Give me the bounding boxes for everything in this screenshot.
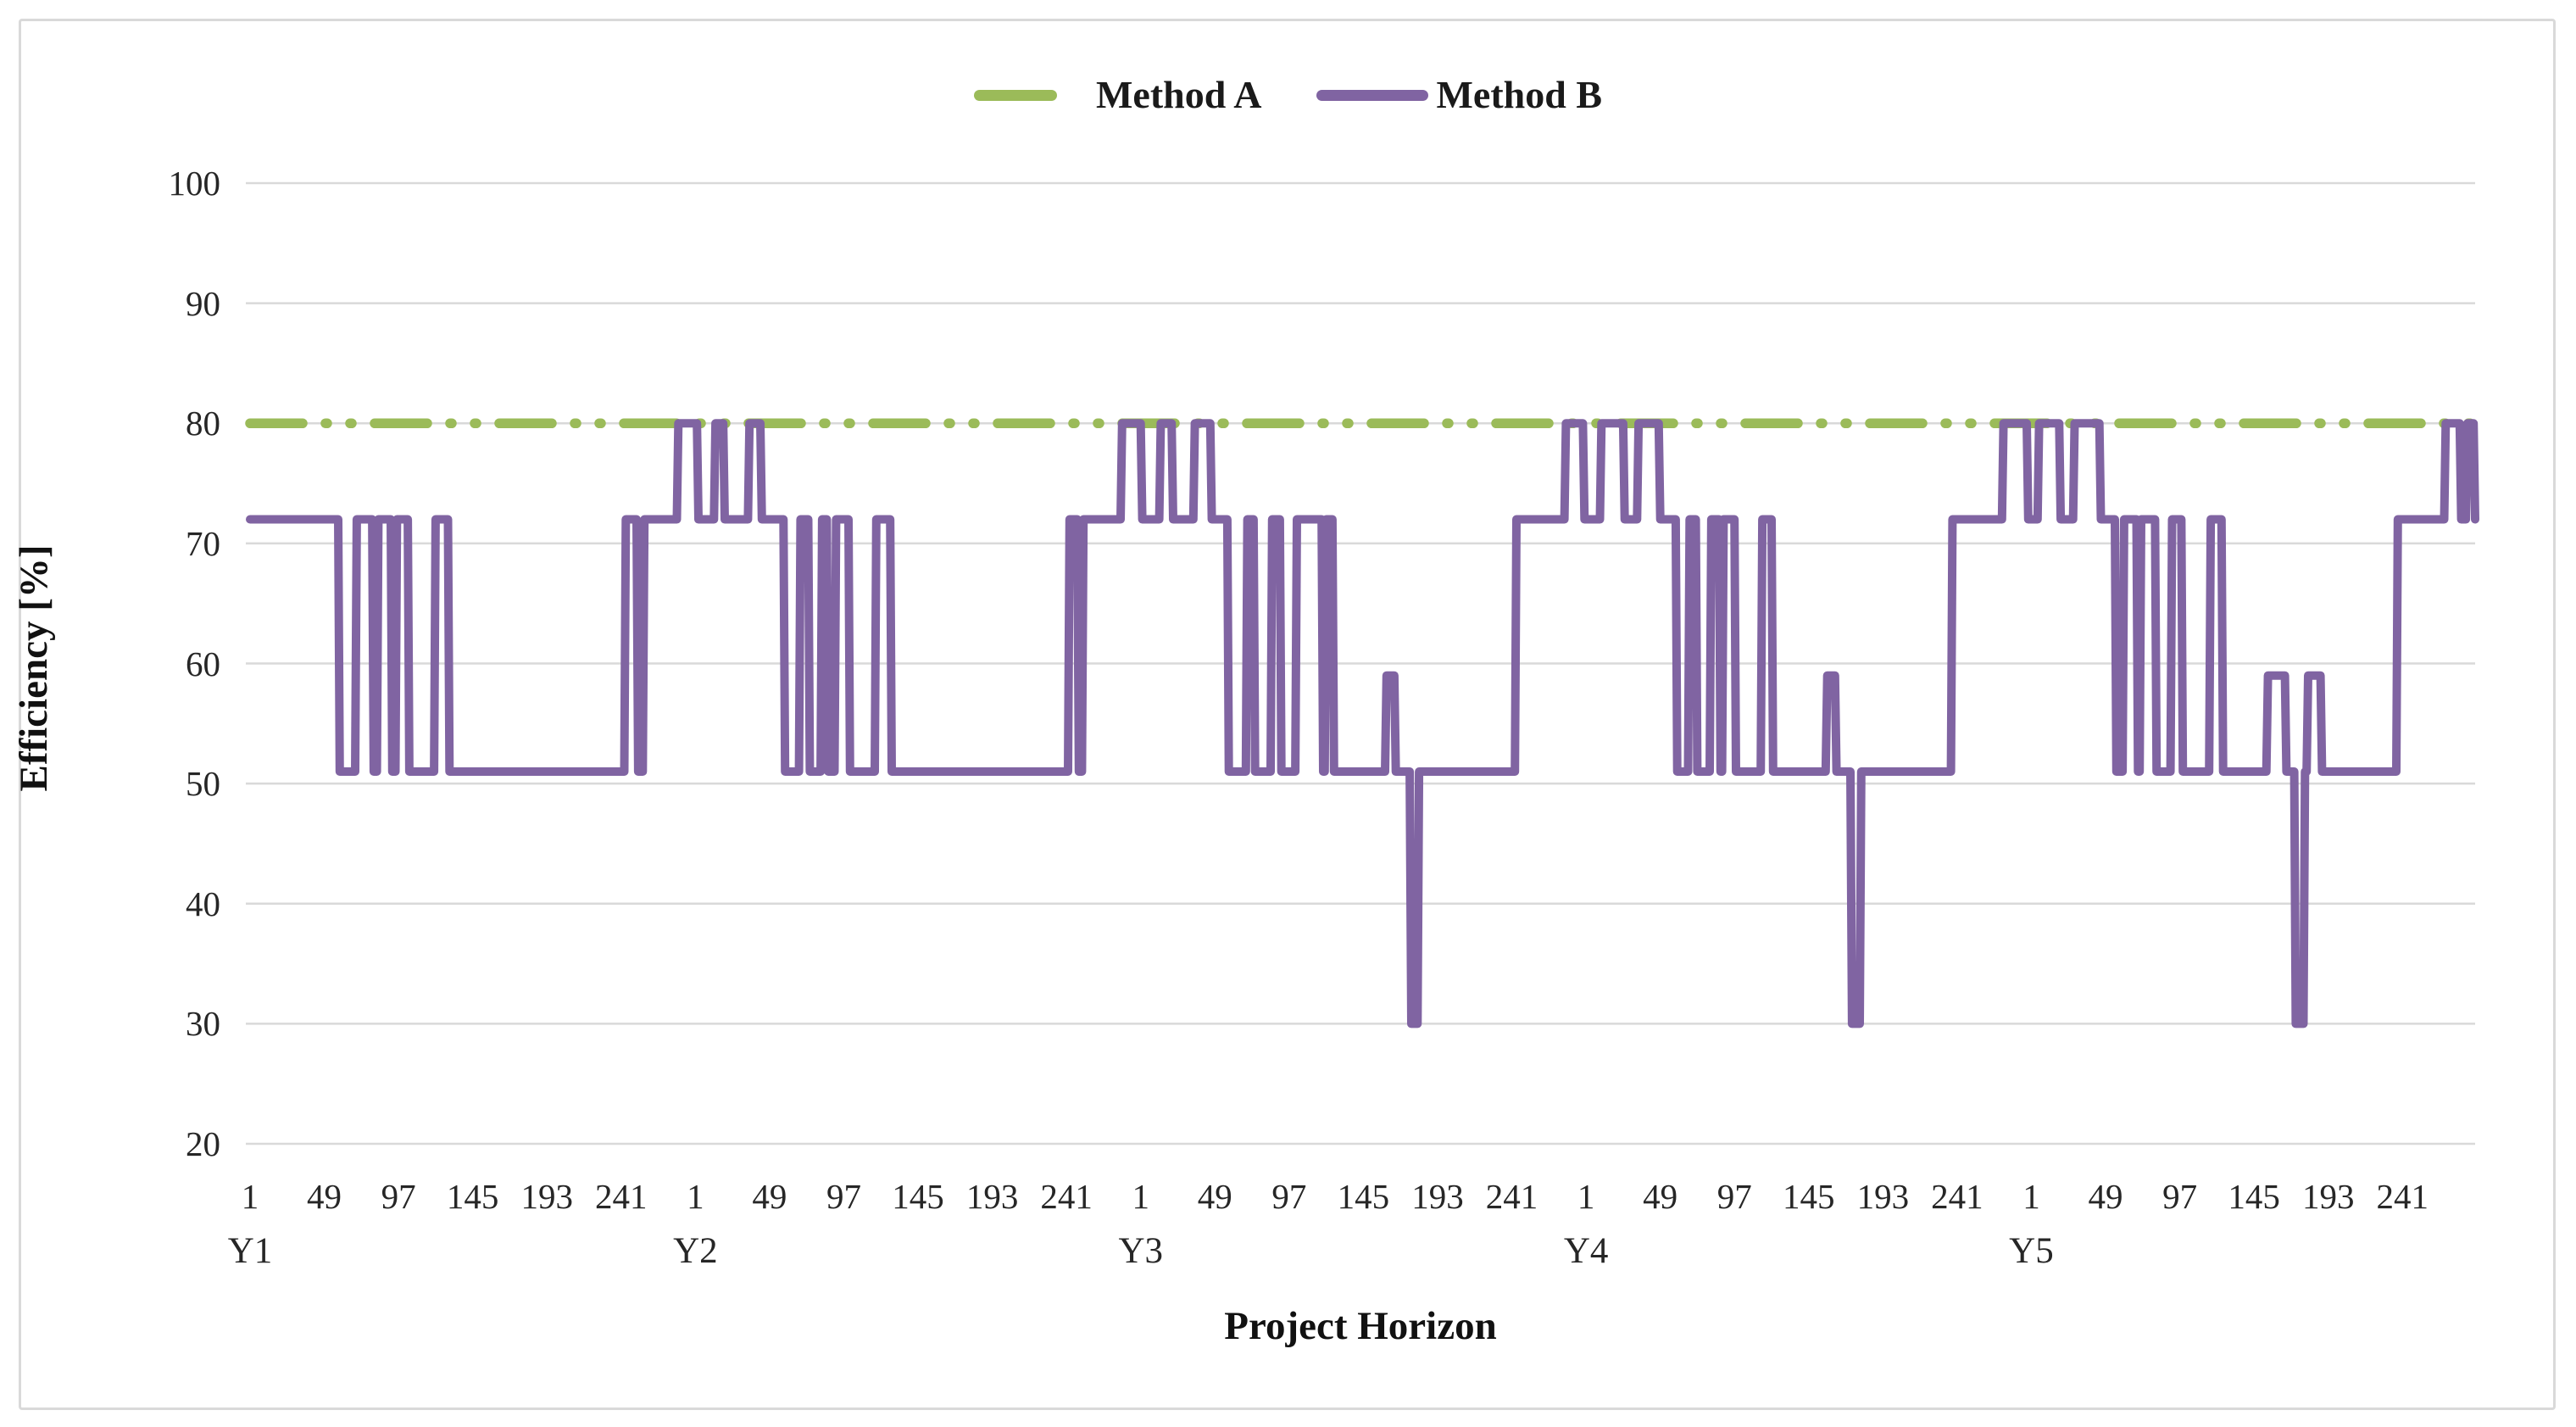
y-tick-label-20: 20 bbox=[186, 1124, 220, 1163]
x-tick-label: 1 bbox=[1577, 1177, 1595, 1216]
y-tick-label-80: 80 bbox=[186, 404, 220, 443]
method-a-line-swatch-icon bbox=[974, 89, 1057, 101]
x-tick-label: 1 bbox=[2022, 1177, 2040, 1216]
x-year-label-Y4: Y4 bbox=[1563, 1231, 1609, 1271]
x-tick-label: 193 bbox=[965, 1177, 1019, 1216]
x-tick-label: 193 bbox=[1411, 1177, 1464, 1216]
x-tick-label: 241 bbox=[2376, 1177, 2429, 1216]
x-tick-label: 1 bbox=[1132, 1177, 1149, 1216]
x-tick-label: 145 bbox=[1337, 1177, 1390, 1216]
method-b-line-swatch-icon bbox=[1316, 89, 1428, 101]
x-tick-label: 97 bbox=[1716, 1177, 1752, 1216]
x-tick-label: 49 bbox=[2088, 1177, 2123, 1216]
x-tick-label: 241 bbox=[1040, 1177, 1093, 1216]
x-year-label-Y2: Y2 bbox=[673, 1231, 718, 1271]
y-tick-label-90: 90 bbox=[186, 283, 220, 323]
chart-border bbox=[19, 19, 2556, 1410]
x-axis-title: Project Horizon bbox=[1224, 1304, 1497, 1348]
x-tick-label: 97 bbox=[381, 1177, 416, 1216]
y-axis-title: Efficiency [%] bbox=[12, 544, 56, 792]
y-tick-label-70: 70 bbox=[186, 523, 220, 563]
x-tick-label: 49 bbox=[752, 1177, 787, 1216]
x-tick-label: 49 bbox=[1197, 1177, 1232, 1216]
x-tick-label: 145 bbox=[2228, 1177, 2280, 1216]
x-tick-label: 193 bbox=[2301, 1177, 2355, 1216]
method-b-line bbox=[246, 419, 2479, 1028]
x-tick-label: 193 bbox=[520, 1177, 573, 1216]
x-tick-label: 49 bbox=[1643, 1177, 1678, 1216]
legend-item-method-b: Method B bbox=[1316, 73, 1603, 116]
x-tick-label: 241 bbox=[595, 1177, 648, 1216]
x-tick-label: 49 bbox=[307, 1177, 342, 1216]
x-tick-label: 193 bbox=[1856, 1177, 1910, 1216]
y-tick-label-100: 100 bbox=[168, 164, 221, 203]
x-tick-label: 1 bbox=[687, 1177, 704, 1216]
x-tick-label: 145 bbox=[446, 1177, 499, 1216]
x-tick-label: 97 bbox=[1271, 1177, 1307, 1216]
x-tick-label: 145 bbox=[1783, 1177, 1835, 1216]
x-tick-label: 1 bbox=[241, 1177, 259, 1216]
chart-legend: Method A Method B bbox=[0, 61, 2576, 129]
legend-label-method-a: Method A bbox=[1096, 73, 1262, 116]
y-tick-label-50: 50 bbox=[186, 764, 220, 804]
x-tick-label: 145 bbox=[892, 1177, 944, 1216]
legend-label-method-b: Method B bbox=[1436, 73, 1603, 116]
y-tick-label-40: 40 bbox=[186, 884, 220, 923]
y-tick-label-30: 30 bbox=[186, 1004, 220, 1044]
x-tick-label: 97 bbox=[826, 1177, 861, 1216]
y-tick-label-60: 60 bbox=[186, 644, 220, 683]
x-tick-label: 97 bbox=[2162, 1177, 2198, 1216]
x-year-label-Y1: Y1 bbox=[227, 1231, 273, 1271]
x-year-label-Y3: Y3 bbox=[1118, 1231, 1163, 1271]
x-tick-label: 241 bbox=[1931, 1177, 1983, 1216]
x-tick-label: 241 bbox=[1485, 1177, 1538, 1216]
legend-item-method-a: Method A bbox=[974, 75, 1262, 114]
x-year-label-Y5: Y5 bbox=[2009, 1231, 2054, 1271]
